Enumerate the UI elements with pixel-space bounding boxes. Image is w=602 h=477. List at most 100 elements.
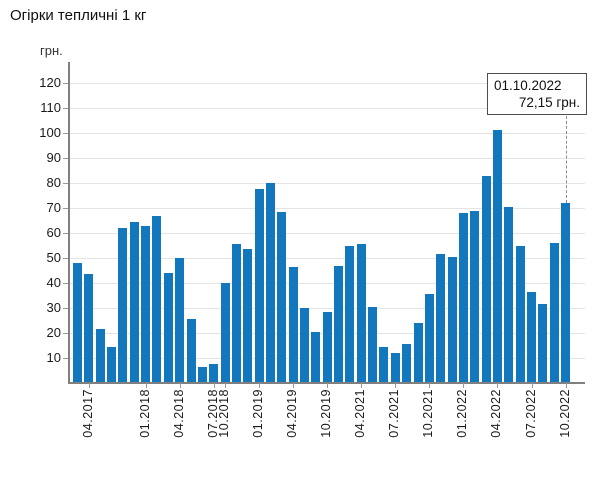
- gridline: [69, 208, 585, 210]
- bar[interactable]: [424, 294, 434, 382]
- y-axis-tick-label: 70: [46, 200, 61, 216]
- x-axis-tick: [565, 383, 567, 388]
- annotation-date: 01.10.2022: [494, 78, 562, 93]
- y-axis-tick: [63, 358, 69, 360]
- bar[interactable]: [379, 346, 389, 382]
- y-axis-tick-label: 110: [40, 100, 61, 116]
- x-axis-tick-label: 04.2017: [80, 389, 95, 438]
- bar[interactable]: [95, 329, 105, 382]
- gridline: [69, 158, 585, 160]
- y-axis-tick: [63, 108, 69, 110]
- bar[interactable]: [107, 346, 117, 382]
- bar[interactable]: [288, 266, 298, 382]
- bar[interactable]: [129, 221, 139, 382]
- x-axis-tick-label: 01.2018: [137, 389, 152, 438]
- x-axis-tick: [429, 383, 431, 388]
- x-axis-tick-label: 10.2022: [557, 389, 572, 438]
- y-axis-tick-label: 30: [46, 300, 61, 316]
- bar[interactable]: [470, 210, 480, 382]
- y-axis-tick-label: 120: [39, 75, 61, 91]
- bar[interactable]: [413, 323, 423, 382]
- bar[interactable]: [254, 189, 264, 382]
- bar[interactable]: [561, 202, 571, 382]
- y-axis-tick: [63, 283, 69, 285]
- bar[interactable]: [515, 245, 525, 382]
- x-axis-tick-label: 10.2021: [421, 389, 436, 438]
- bar[interactable]: [152, 215, 162, 382]
- bar[interactable]: [368, 306, 378, 382]
- bar[interactable]: [231, 244, 241, 382]
- x-axis-tick: [463, 383, 465, 388]
- y-axis-tick: [63, 158, 69, 160]
- y-axis-tick: [63, 183, 69, 185]
- x-axis-tick-label: 04.2021: [353, 389, 368, 438]
- annotation-value: 72,15 грн.: [518, 95, 580, 110]
- x-axis-tick: [327, 383, 329, 388]
- y-axis-tick: [63, 133, 69, 135]
- bar[interactable]: [447, 256, 457, 382]
- y-axis-tick-label: 80: [46, 175, 61, 191]
- x-axis-tick-label: 07.2021: [387, 389, 402, 438]
- y-axis-tick-label: 10: [46, 350, 61, 366]
- gridline: [69, 133, 585, 135]
- bar[interactable]: [175, 258, 185, 382]
- bar[interactable]: [458, 213, 468, 382]
- bar[interactable]: [141, 225, 151, 382]
- bar[interactable]: [504, 206, 514, 382]
- y-axis-tick-label: 60: [46, 225, 61, 241]
- x-axis-tick: [531, 383, 533, 388]
- y-axis-tick-label: 40: [46, 275, 61, 291]
- y-axis-tick: [63, 333, 69, 335]
- bar[interactable]: [84, 274, 94, 382]
- bar[interactable]: [311, 331, 321, 382]
- gridline: [69, 283, 585, 285]
- bar[interactable]: [73, 263, 82, 382]
- y-axis-unit-label: грн.: [40, 43, 63, 58]
- bar[interactable]: [436, 254, 446, 382]
- annotation-connector: [565, 116, 567, 203]
- x-axis-tick: [88, 383, 90, 388]
- x-axis-tick: [259, 383, 261, 388]
- bar[interactable]: [163, 273, 173, 382]
- chart-title: Огірки тепличні 1 кг: [10, 7, 147, 24]
- x-axis-tick: [225, 383, 227, 388]
- bar[interactable]: [265, 183, 275, 382]
- gridline: [69, 108, 585, 110]
- x-axis-tick-label: 04.2022: [489, 389, 504, 438]
- y-axis-tick: [63, 258, 69, 260]
- bar[interactable]: [492, 129, 502, 382]
- gridline: [69, 83, 585, 85]
- bar[interactable]: [345, 245, 355, 382]
- gridline: [69, 183, 585, 185]
- bar[interactable]: [300, 308, 309, 382]
- bar[interactable]: [402, 344, 412, 382]
- x-axis-tick-label: 04.2019: [285, 389, 300, 438]
- bar[interactable]: [538, 304, 548, 382]
- x-axis-tick-label: 10.2018: [217, 389, 232, 438]
- bar[interactable]: [197, 366, 207, 382]
- x-axis-tick: [179, 383, 181, 388]
- bar[interactable]: [186, 319, 196, 382]
- bar[interactable]: [549, 243, 559, 382]
- bar[interactable]: [118, 228, 128, 382]
- bar[interactable]: [220, 283, 230, 382]
- bar[interactable]: [209, 364, 219, 382]
- y-axis-tick: [63, 308, 69, 310]
- bar[interactable]: [481, 175, 491, 382]
- y-axis-tick-label: 50: [46, 250, 61, 266]
- x-axis-tick-label: 07.2022: [523, 389, 538, 438]
- bar[interactable]: [243, 249, 253, 382]
- bar[interactable]: [356, 244, 366, 382]
- x-axis-tick: [145, 383, 147, 388]
- y-axis-tick-label: 100: [39, 125, 61, 141]
- x-axis-tick-label: 10.2019: [319, 389, 334, 438]
- bar[interactable]: [334, 265, 344, 382]
- bar[interactable]: [277, 211, 287, 382]
- y-axis-tick-label: 90: [46, 150, 61, 166]
- y-axis-tick: [63, 233, 69, 235]
- y-axis-tick: [63, 83, 69, 85]
- bar[interactable]: [527, 291, 536, 382]
- bar[interactable]: [322, 311, 332, 382]
- bar[interactable]: [390, 353, 400, 382]
